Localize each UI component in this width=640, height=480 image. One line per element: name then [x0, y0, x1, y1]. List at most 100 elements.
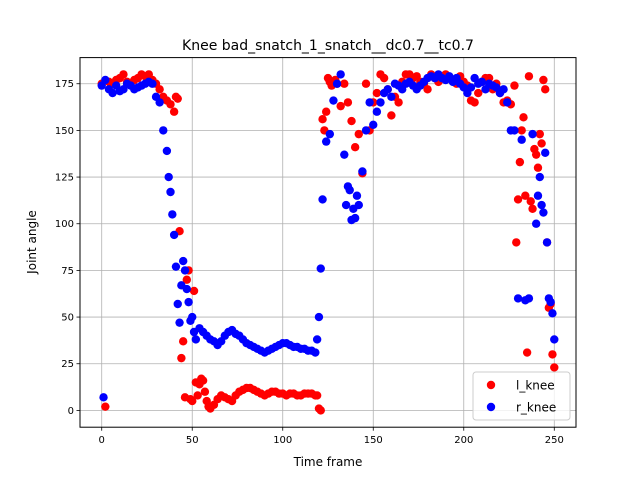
data-point	[519, 113, 528, 122]
y-tick-label: 0	[68, 406, 74, 417]
data-point	[512, 238, 521, 247]
data-point	[526, 197, 535, 206]
series-r-knee	[97, 70, 559, 402]
data-point	[188, 396, 197, 406]
data-point	[550, 363, 559, 372]
x-tick-label: 50	[186, 435, 199, 446]
series-points	[97, 70, 559, 415]
data-point	[321, 107, 331, 116]
data-point	[537, 200, 546, 210]
data-point	[175, 318, 184, 327]
data-point	[361, 126, 371, 135]
legend-box	[472, 371, 571, 421]
plot-frame	[79, 57, 577, 428]
data-point	[173, 299, 182, 309]
data-point	[182, 284, 192, 294]
x-tick-label: 150	[364, 435, 383, 446]
data-point	[531, 219, 541, 228]
data-point	[524, 72, 534, 81]
data-point	[533, 163, 543, 172]
data-point	[178, 337, 188, 346]
data-point	[341, 200, 351, 210]
data-point	[180, 266, 190, 275]
y-ticks: 0 25 50 75 100 125 150 175	[55, 79, 80, 417]
data-point	[474, 88, 483, 98]
data-point	[336, 70, 345, 79]
data-point	[515, 157, 525, 167]
data-point	[542, 238, 552, 247]
y-tick-label: 125	[55, 173, 74, 184]
data-point	[537, 139, 546, 148]
data-point	[119, 70, 128, 79]
data-point	[354, 129, 363, 139]
data-point	[312, 391, 322, 400]
data-point	[358, 167, 367, 176]
legend-label: l_knee	[516, 379, 555, 393]
data-point	[108, 88, 117, 98]
chart-title: Knee bad_snatch_1_snatch__dc0.7__tc0.7	[182, 38, 474, 54]
data-point	[312, 335, 322, 344]
legend: l_knee r_knee	[472, 371, 571, 421]
data-point	[166, 187, 175, 197]
data-point	[394, 98, 403, 107]
data-point	[352, 191, 362, 200]
data-point	[517, 126, 526, 135]
data-point	[329, 96, 338, 105]
data-point	[340, 79, 349, 88]
data-point	[522, 348, 532, 357]
data-point	[531, 150, 541, 159]
data-point	[350, 213, 360, 223]
data-point	[347, 116, 356, 126]
data-point	[178, 256, 188, 266]
data-point	[173, 94, 182, 103]
data-point	[193, 391, 202, 400]
data-point	[171, 262, 181, 271]
data-point	[365, 98, 374, 107]
legend-label: r_knee	[516, 401, 556, 415]
x-tick-label: 200	[454, 435, 473, 446]
y-tick-label: 100	[55, 219, 74, 230]
x-tick-label: 100	[273, 435, 292, 446]
data-point	[546, 297, 555, 307]
data-point	[332, 79, 342, 88]
data-point	[325, 129, 335, 139]
data-point	[318, 115, 327, 124]
data-point	[541, 148, 550, 157]
legend-marker	[486, 402, 496, 412]
data-point	[200, 387, 210, 396]
data-point	[169, 230, 179, 240]
data-point	[387, 111, 396, 120]
data-point	[539, 208, 548, 217]
data-point	[535, 129, 544, 139]
data-point	[350, 143, 360, 152]
y-tick-label: 50	[61, 313, 74, 324]
data-point	[191, 335, 201, 344]
data-point	[155, 85, 164, 94]
x-ticks: 0 50 100 150 200 250	[99, 427, 564, 446]
data-point	[188, 312, 197, 322]
data-point	[372, 88, 382, 98]
data-point	[423, 85, 432, 94]
data-point	[510, 81, 519, 90]
data-point	[383, 85, 392, 94]
data-point	[528, 129, 537, 139]
data-point	[513, 294, 523, 303]
data-point	[198, 376, 208, 385]
data-point	[503, 98, 512, 107]
data-point	[517, 135, 526, 144]
data-point	[376, 98, 385, 107]
data-point	[550, 335, 559, 344]
data-point	[177, 353, 186, 363]
data-point	[470, 98, 479, 107]
data-point	[345, 185, 354, 195]
data-point	[318, 195, 327, 204]
data-point	[162, 146, 172, 156]
x-tick-label: 0	[99, 435, 105, 446]
data-point	[159, 126, 168, 135]
data-point	[166, 100, 175, 109]
x-tick-label: 250	[545, 435, 564, 446]
data-point	[101, 75, 110, 85]
data-point	[521, 191, 530, 200]
data-point	[548, 350, 557, 359]
data-point	[169, 107, 179, 116]
